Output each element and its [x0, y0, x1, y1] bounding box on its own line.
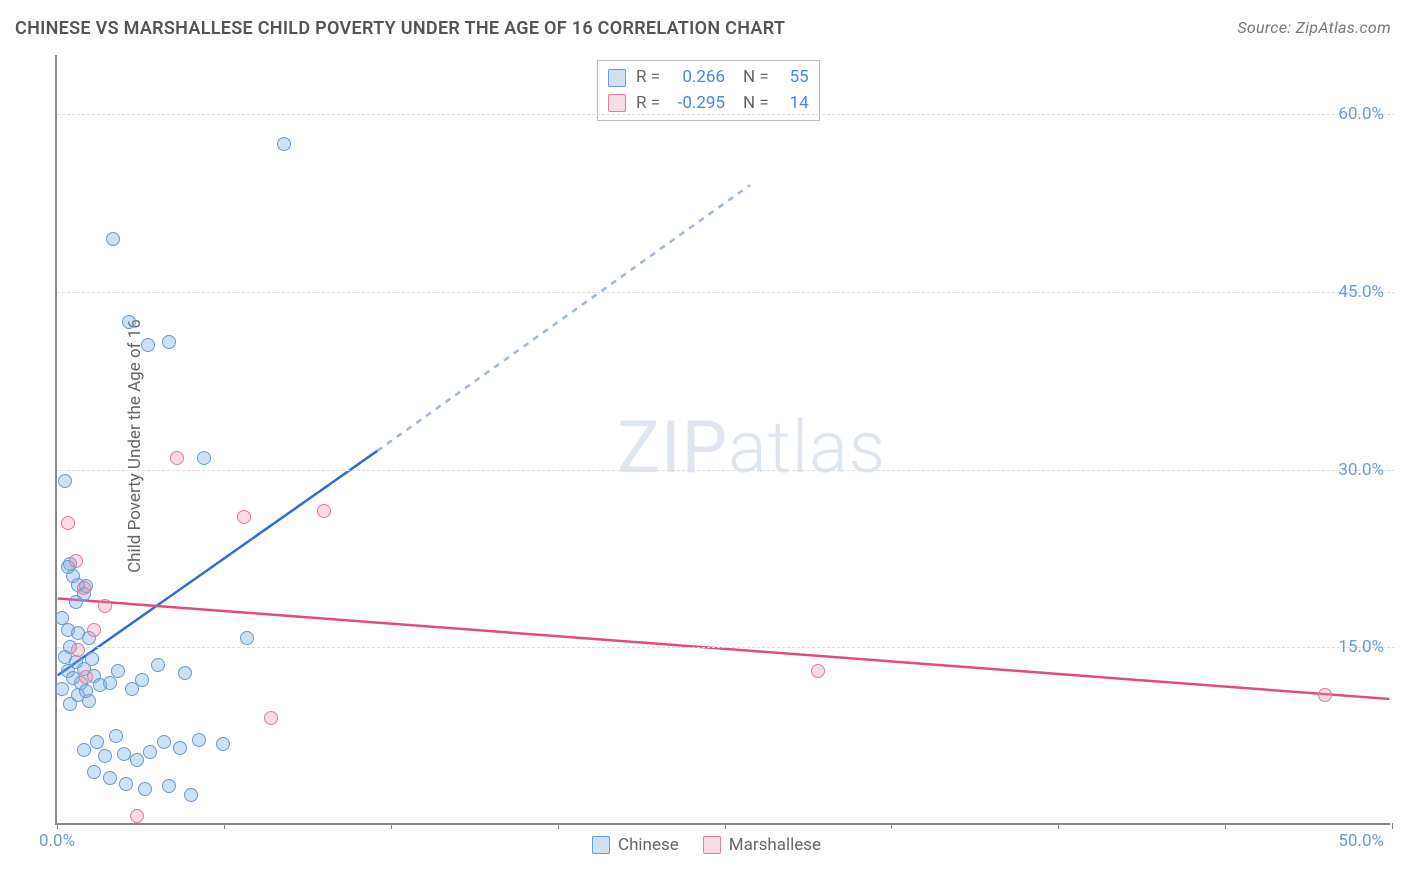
data-point — [85, 652, 99, 666]
data-point — [98, 599, 112, 613]
data-point — [61, 516, 75, 530]
gridline — [57, 292, 1395, 293]
r-value: -0.295 — [670, 91, 725, 117]
data-point — [197, 451, 211, 465]
stats-row: R = -0.295 N = 14 — [608, 91, 809, 117]
x-tick-mark — [1058, 823, 1059, 829]
data-point — [143, 745, 157, 759]
data-point — [157, 735, 171, 749]
data-point — [173, 741, 187, 755]
data-point — [264, 711, 278, 725]
data-point — [178, 666, 192, 680]
legend-label: Chinese — [618, 835, 679, 855]
scatter-plot: ZIPatlas R =0.266N =55R =-0.295N =14 Chi… — [55, 55, 1390, 825]
data-point — [151, 658, 165, 672]
x-tick-label: 50.0% — [1338, 831, 1384, 851]
r-label: R = — [636, 91, 660, 117]
data-point — [69, 595, 83, 609]
data-point — [106, 232, 120, 246]
data-point — [192, 733, 206, 747]
data-point — [77, 581, 91, 595]
n-label: N = — [743, 65, 769, 91]
legend-swatch — [592, 836, 610, 854]
gridline — [57, 114, 1395, 115]
legend-swatch — [608, 69, 626, 87]
x-tick-mark — [891, 823, 892, 829]
trend-line — [58, 451, 378, 675]
data-point — [98, 749, 112, 763]
data-point — [119, 777, 133, 791]
r-label: R = — [636, 65, 660, 91]
data-point — [69, 554, 83, 568]
n-value: 55 — [779, 65, 809, 91]
data-point — [162, 779, 176, 793]
data-point — [1318, 688, 1332, 702]
data-point — [277, 137, 291, 151]
n-value: 14 — [779, 91, 809, 117]
data-point — [162, 335, 176, 349]
data-point — [103, 771, 117, 785]
data-point — [216, 737, 230, 751]
trendlines-layer — [57, 55, 1390, 823]
data-point — [87, 623, 101, 637]
y-tick-label: 60.0% — [1338, 104, 1384, 124]
legend-label: Marshallese — [729, 835, 821, 855]
legend-swatch — [703, 836, 721, 854]
data-point — [109, 729, 123, 743]
chart-header: CHINESE VS MARSHALLESE CHILD POVERTY UND… — [15, 18, 1391, 39]
data-point — [138, 782, 152, 796]
data-point — [87, 765, 101, 779]
y-tick-label: 30.0% — [1338, 460, 1384, 480]
gridline — [57, 470, 1395, 471]
x-tick-mark — [558, 823, 559, 829]
data-point — [170, 451, 184, 465]
series-legend: Chinese Marshallese — [592, 835, 821, 855]
r-value: 0.266 — [670, 65, 725, 91]
data-point — [130, 753, 144, 767]
x-tick-mark — [391, 823, 392, 829]
legend-item: Chinese — [592, 835, 679, 855]
gridline — [57, 647, 1395, 648]
data-point — [71, 643, 85, 657]
data-point — [55, 682, 69, 696]
watermark-bold: ZIP — [617, 405, 728, 490]
x-tick-mark — [57, 823, 58, 829]
data-point — [237, 510, 251, 524]
data-point — [77, 743, 91, 757]
data-point — [141, 338, 155, 352]
x-tick-label: 0.0% — [39, 831, 75, 851]
data-point — [58, 474, 72, 488]
x-tick-mark — [1392, 823, 1393, 829]
data-point — [135, 673, 149, 687]
watermark: ZIPatlas — [617, 405, 886, 490]
data-point — [117, 747, 131, 761]
trend-line — [58, 599, 1390, 699]
legend-item: Marshallese — [703, 835, 821, 855]
data-point — [122, 315, 136, 329]
data-point — [63, 697, 77, 711]
x-tick-mark — [1225, 823, 1226, 829]
data-point — [240, 631, 254, 645]
data-point — [103, 676, 117, 690]
stats-legend: R = 0.266 N = 55 R = -0.295 N = 14 — [597, 60, 820, 121]
trend-line — [377, 185, 750, 451]
x-tick-mark — [224, 823, 225, 829]
n-label: N = — [743, 91, 769, 117]
chart-title: CHINESE VS MARSHALLESE CHILD POVERTY UND… — [15, 18, 785, 39]
data-point — [130, 809, 144, 823]
data-point — [811, 664, 825, 678]
data-point — [90, 735, 104, 749]
y-tick-label: 45.0% — [1338, 282, 1384, 302]
source-label: Source: ZipAtlas.com — [1237, 18, 1391, 39]
data-point — [184, 788, 198, 802]
legend-swatch — [608, 94, 626, 112]
y-tick-label: 15.0% — [1338, 637, 1384, 657]
watermark-thin: atlas — [728, 405, 886, 490]
x-tick-mark — [725, 823, 726, 829]
stats-row: R = 0.266 N = 55 — [608, 65, 809, 91]
data-point — [317, 504, 331, 518]
data-point — [82, 694, 96, 708]
data-point — [111, 664, 125, 678]
